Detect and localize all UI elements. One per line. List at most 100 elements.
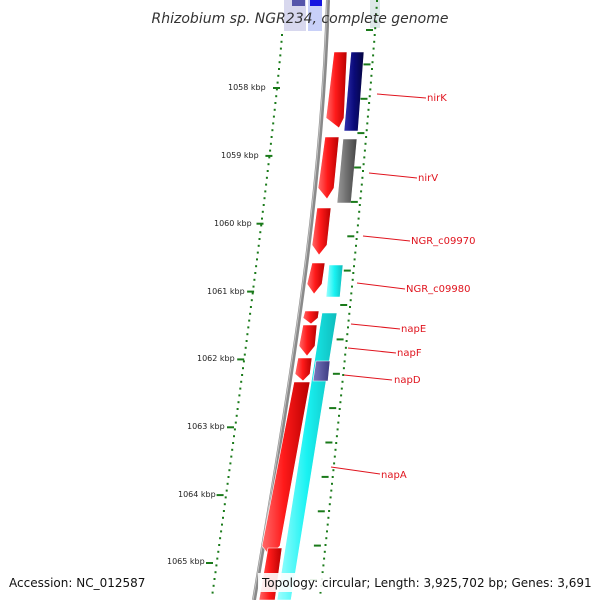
- outer-track-dot: [333, 462, 336, 465]
- outer-track-dot: [366, 122, 369, 125]
- faded-feature-top-blue: [308, 0, 322, 31]
- gene-arrow-nirK: [325, 51, 348, 129]
- outer-track-dot: [374, 27, 377, 30]
- genome-backbone: [252, 0, 330, 600]
- outer-track-dot: [323, 557, 326, 560]
- footer-left-bg: [4, 573, 150, 592]
- outer-track-dot: [323, 550, 326, 553]
- outer-track-dot: [352, 272, 355, 274]
- inner-track-dot: [279, 54, 282, 57]
- outer-track-dot: [353, 265, 355, 268]
- outer-track-dot: [362, 163, 365, 166]
- gene-block-gray: [336, 138, 358, 204]
- topology-text: Topology: circular; Length: 3,925,702 bp…: [261, 576, 592, 590]
- inner-track-dot: [234, 421, 237, 424]
- inner-track-dot: [226, 482, 229, 485]
- gene-label-NGR_c09970: NGR_c09970: [411, 236, 476, 247]
- inner-track-dot: [242, 360, 245, 363]
- gene-arrow-napE: [302, 310, 320, 325]
- inner-track-dot: [277, 74, 280, 77]
- inner-track-dot: [214, 571, 217, 574]
- gene-label-nirV: nirV: [418, 173, 438, 184]
- inner-track-dot: [238, 394, 241, 397]
- inner-track-dot: [217, 550, 220, 553]
- outer-tick: [336, 338, 344, 341]
- outer-track-dot: [345, 340, 348, 342]
- faded-feature-top-left-dark: [292, 0, 305, 6]
- outer-tick: [363, 63, 371, 66]
- outer-track-dot: [339, 401, 342, 404]
- outer-track-dot: [373, 40, 376, 43]
- inner-track-dot: [232, 442, 235, 444]
- inner-track-dot: [251, 292, 254, 295]
- scale-tick: [237, 358, 245, 361]
- inner-track-dot: [267, 163, 270, 166]
- inner-track-dot: [246, 333, 249, 336]
- inner-track-dot: [278, 61, 281, 64]
- inner-track-dot: [220, 530, 223, 533]
- outer-track-dot: [337, 421, 340, 424]
- inner-track-dot: [272, 122, 275, 125]
- outer-tick: [354, 166, 362, 169]
- gene-arrow-NGR_c09980: [306, 262, 326, 295]
- outer-track-dot: [359, 197, 362, 200]
- inner-track-dot: [275, 95, 278, 98]
- outer-track-dot: [329, 496, 332, 499]
- leader-napD: [343, 374, 393, 381]
- label-leaders: [330, 93, 427, 475]
- outer-track-dot: [326, 530, 328, 533]
- inner-track-dot: [279, 47, 282, 50]
- leader-nirK: [376, 93, 427, 99]
- inner-track-dot: [248, 319, 251, 322]
- inner-track-dot: [215, 564, 218, 567]
- outer-track-dot: [369, 88, 372, 91]
- outer-tick: [347, 235, 355, 238]
- inner-track-dot: [253, 278, 256, 281]
- gene-arrow-napF: [298, 324, 318, 357]
- inner-track-dot: [213, 578, 216, 580]
- scale-tick: [216, 494, 224, 497]
- inner-track-dot: [212, 584, 215, 587]
- leader-napF: [347, 347, 397, 354]
- outer-track-dot: [356, 231, 359, 234]
- scale-tick: [227, 426, 234, 429]
- inner-track-dot: [256, 258, 258, 261]
- inner-track-dot: [274, 102, 277, 104]
- leader-nirV: [368, 172, 418, 179]
- inner-track-dot: [249, 306, 252, 308]
- inner-track-dot: [280, 40, 283, 43]
- outer-track-dot: [333, 455, 336, 458]
- outer-track-dot: [344, 346, 347, 349]
- outer-track-dot: [346, 333, 349, 336]
- gene-label-napF: napF: [397, 348, 422, 359]
- footer-right-bg: [258, 573, 596, 592]
- inner-track-dot: [257, 244, 260, 247]
- outer-track-dot: [367, 108, 370, 111]
- outer-track-dot: [357, 217, 360, 220]
- inner-track-dot: [266, 170, 269, 172]
- outer-track-dot: [328, 503, 331, 506]
- outer-track-dot: [373, 34, 376, 36]
- map-title: Rhizobium sp. NGR234, complete genome: [152, 11, 449, 27]
- inner-track-dot: [247, 326, 250, 329]
- outer-track-dot: [349, 299, 352, 302]
- scale-label: 1065 kbp: [167, 557, 205, 566]
- outer-track-dot: [330, 489, 333, 492]
- outer-tick: [360, 97, 368, 100]
- inner-track-dot: [233, 428, 236, 431]
- outer-track-dot: [358, 204, 361, 206]
- outer-track-dot: [353, 258, 356, 261]
- scale-tick: [273, 87, 280, 89]
- outer-track-dot: [369, 81, 372, 84]
- outer-track-dot: [368, 95, 371, 98]
- inner-track-dot: [230, 455, 233, 458]
- inner-track-dot: [245, 340, 248, 342]
- outer-track-dot: [326, 523, 329, 526]
- inner-track-dot: [223, 503, 226, 506]
- outer-track-dot: [335, 435, 338, 438]
- scale-labels: 1058 kbp 1059 kbp 1060 kbp 1061 kbp 1062…: [167, 83, 266, 566]
- inner-track-dot: [281, 34, 283, 36]
- outer-track-dot: [370, 74, 373, 77]
- gene-labels: nirK nirV NGR_c09970 NGR_c09980 napE nap…: [381, 93, 476, 481]
